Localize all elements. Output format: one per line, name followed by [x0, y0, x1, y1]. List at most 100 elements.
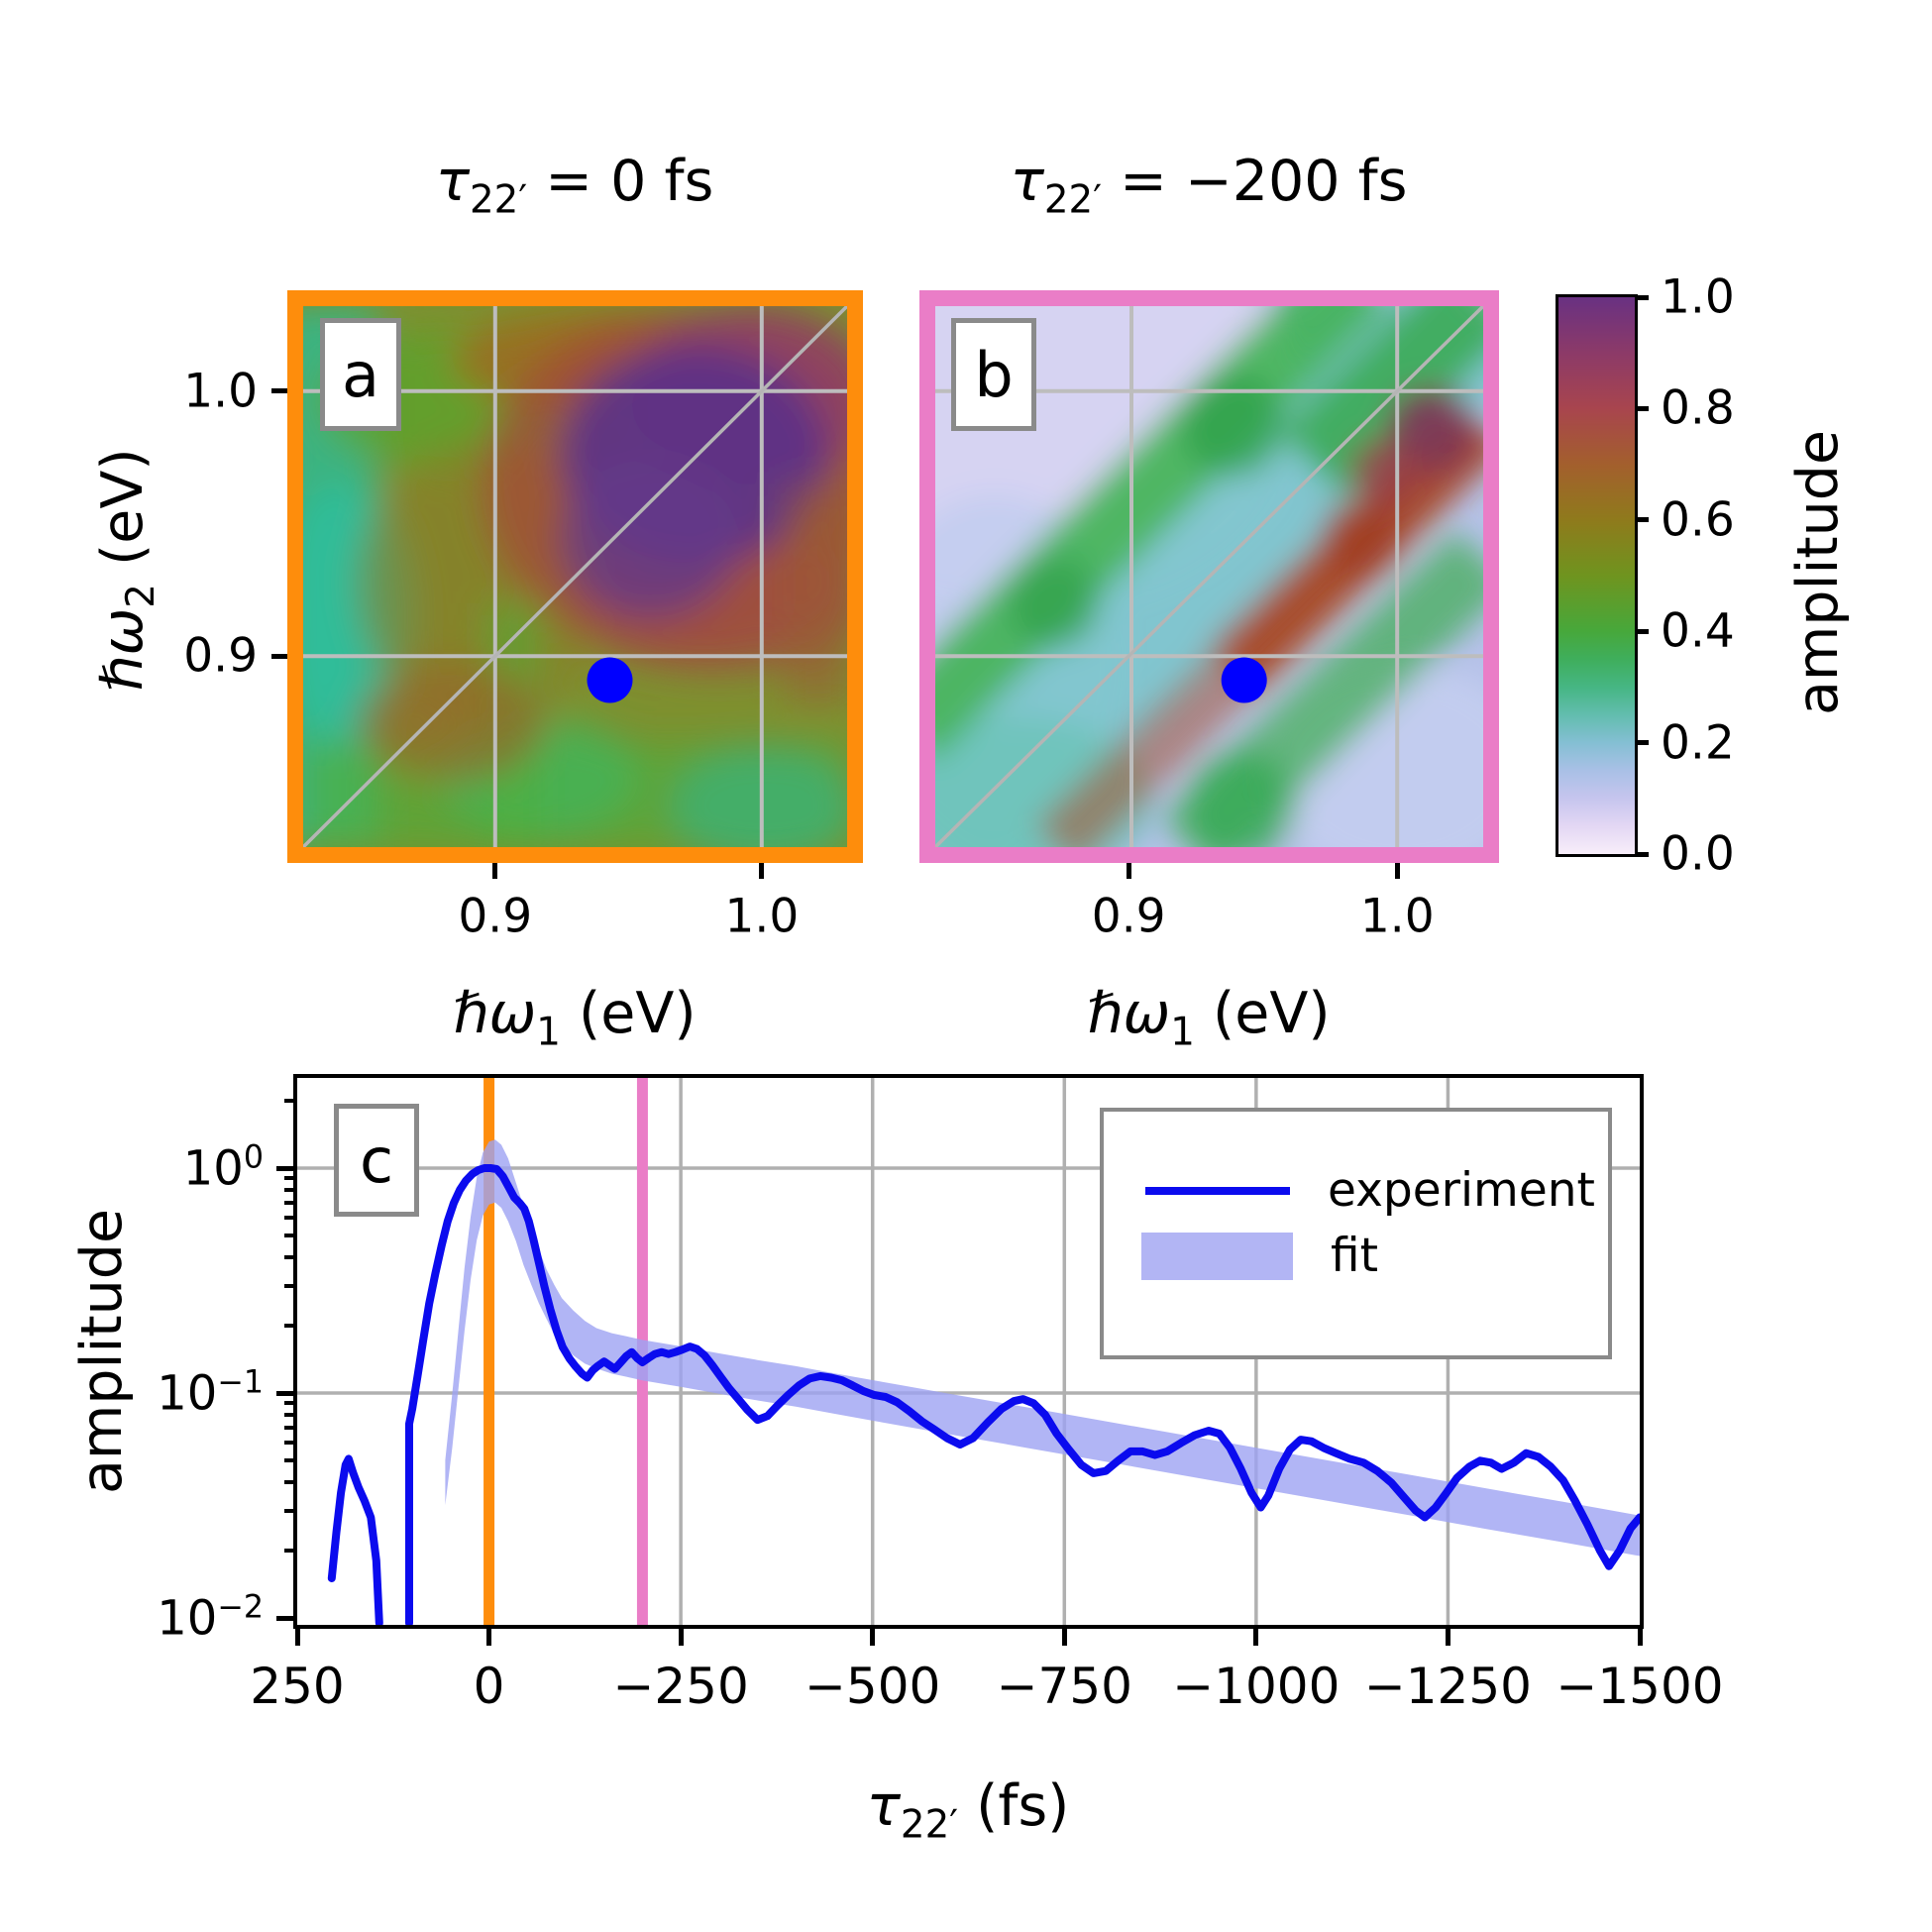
c-y-minor-tick — [284, 1508, 293, 1513]
experiment-line-swatch — [1145, 1186, 1290, 1195]
colorbar-tick — [1635, 405, 1649, 411]
c-y-minor-tick — [284, 1216, 293, 1221]
panel-a-title: τ22′ = 0 fs — [436, 149, 714, 222]
c-x-tick-label: −1500 — [1556, 1658, 1724, 1715]
panel-b-x-tick-label: 1.0 — [1359, 889, 1435, 944]
c-y-tick — [276, 1165, 293, 1171]
c-y-minor-tick — [284, 1234, 293, 1238]
panel-a-frame — [287, 290, 863, 863]
c-x-tick — [1253, 1629, 1259, 1646]
panel-b-letterbox: b — [951, 318, 1036, 431]
panel-a-heatmap — [303, 306, 847, 847]
c-x-tick — [1445, 1629, 1450, 1646]
panel-a-y-tick-label: 0.9 — [183, 628, 258, 684]
c-x-tick-label: −500 — [805, 1658, 941, 1715]
panel-b-frame — [919, 290, 1499, 863]
panel-b-diagonal-line — [935, 306, 1483, 847]
c-y-minor-tick — [284, 1283, 293, 1288]
hw2-label-prefix: ℏω — [89, 607, 156, 692]
c-y-minor-tick — [284, 1441, 293, 1446]
panel-b-title-tau: τ — [1010, 149, 1044, 214]
panel-a-y-tick — [271, 653, 287, 659]
c-y-minor-tick — [284, 1255, 293, 1260]
colorbar-label: amplitude — [1785, 429, 1851, 716]
hw1-a-prefix: ℏω — [453, 981, 537, 1046]
colorbar-tick-label: 0.6 — [1661, 492, 1735, 548]
c-y-tick-label: 10−1 — [157, 1365, 264, 1422]
c-x-tick-label: 250 — [250, 1658, 345, 1715]
c-y-minor-tick — [284, 1098, 293, 1103]
c-x-tick-label: −250 — [612, 1658, 749, 1715]
fit-band-swatch — [1141, 1232, 1293, 1280]
hw2-label-suffix: (eV) — [89, 448, 156, 585]
hw2-label-sub: 2 — [119, 584, 164, 608]
hw2-axis-label: ℏω2 (eV) — [90, 448, 163, 691]
c-x-tick — [870, 1629, 876, 1646]
c-y-tick-exp: −1 — [217, 1364, 264, 1401]
c-y-tick-label: 10−2 — [157, 1590, 264, 1647]
legend-entry-fit: fit — [1141, 1229, 1378, 1283]
c-y-minor-tick — [284, 1187, 293, 1192]
panel-a-letterbox: a — [320, 318, 401, 431]
panel-a-letter: a — [342, 338, 379, 411]
legend-label-fit: fit — [1331, 1229, 1379, 1283]
legend-entry-experiment: experiment — [1145, 1163, 1595, 1218]
c-y-tick-exp: 0 — [243, 1139, 264, 1176]
c-x-tick-label: −1000 — [1172, 1658, 1341, 1715]
hw1-b-prefix: ℏω — [1087, 981, 1171, 1046]
colorbar-tick — [1635, 294, 1649, 300]
c-experiment-curve-main — [405, 1164, 1640, 1625]
hw1-axis-label-b: ℏω1 (eV) — [1087, 981, 1330, 1054]
c-y-tick-base: 10 — [157, 1590, 218, 1647]
panel-a-y-tick — [271, 388, 287, 394]
c-y-minor-tick — [284, 1201, 293, 1206]
c-x-axis-label: τ22′ (fs) — [867, 1773, 1070, 1847]
panel-a-x-tick-label: 1.0 — [724, 889, 800, 944]
panel-b-x-tick — [1126, 863, 1131, 879]
legend-label-experiment: experiment — [1328, 1163, 1595, 1218]
c-y-tick-exp: −2 — [217, 1589, 264, 1626]
hw1-a-suffix: (eV) — [560, 981, 697, 1046]
c-x-tick — [486, 1629, 492, 1646]
colorbar-tick — [1635, 517, 1649, 523]
c-experiment-curve-prepulse — [327, 1454, 383, 1625]
hw1-a-sub: 1 — [536, 1010, 561, 1055]
panel-b-x-tick-label: 0.9 — [1091, 889, 1166, 944]
c-x-tick-label: −1250 — [1363, 1658, 1532, 1715]
colorbar-tick-label: 0.0 — [1661, 826, 1735, 882]
colorbar-tick — [1635, 740, 1649, 746]
c-x-label-tau: τ — [866, 1773, 901, 1839]
panel-b-letter: b — [974, 338, 1014, 411]
panel-b-title-rest: = −200 fs — [1102, 149, 1408, 214]
c-x-tick-label: −750 — [996, 1658, 1132, 1715]
panel-c-letter: c — [359, 1124, 394, 1197]
c-y-minor-tick — [284, 1458, 293, 1463]
panel-c-letterbox: c — [334, 1104, 419, 1217]
colorbar-tick — [1635, 628, 1649, 634]
panel-a-title-sub: 22′ — [470, 177, 528, 223]
panel-a-diagonal-line — [303, 306, 847, 847]
c-y-minor-tick — [284, 1323, 293, 1328]
c-x-tick — [1637, 1629, 1643, 1646]
panel-a-x-tick — [492, 863, 498, 879]
c-y-tick — [276, 1390, 293, 1396]
hw1-axis-label-a: ℏω1 (eV) — [453, 981, 696, 1054]
panel-b-x-tick — [1394, 863, 1400, 879]
c-x-tick — [678, 1629, 684, 1646]
c-x-label-sub: 22′ — [900, 1802, 959, 1848]
c-x-tick — [294, 1629, 300, 1646]
panel-a-x-tick — [759, 863, 765, 879]
c-y-minor-tick — [284, 1480, 293, 1485]
hw1-b-sub: 1 — [1170, 1010, 1195, 1055]
c-y-minor-tick — [284, 1176, 293, 1181]
colorbar-tick-label: 1.0 — [1661, 269, 1735, 325]
c-y-tick-label: 100 — [183, 1140, 264, 1197]
c-y-minor-tick — [284, 1412, 293, 1417]
panel-b-marker-dot — [1221, 657, 1267, 703]
c-y-tick-base: 10 — [182, 1140, 244, 1197]
c-y-minor-tick — [284, 1426, 293, 1431]
panel-a-title-rest: = 0 fs — [527, 149, 714, 214]
panel-b-title-sub: 22′ — [1043, 177, 1102, 223]
colorbar-tick — [1635, 851, 1649, 857]
